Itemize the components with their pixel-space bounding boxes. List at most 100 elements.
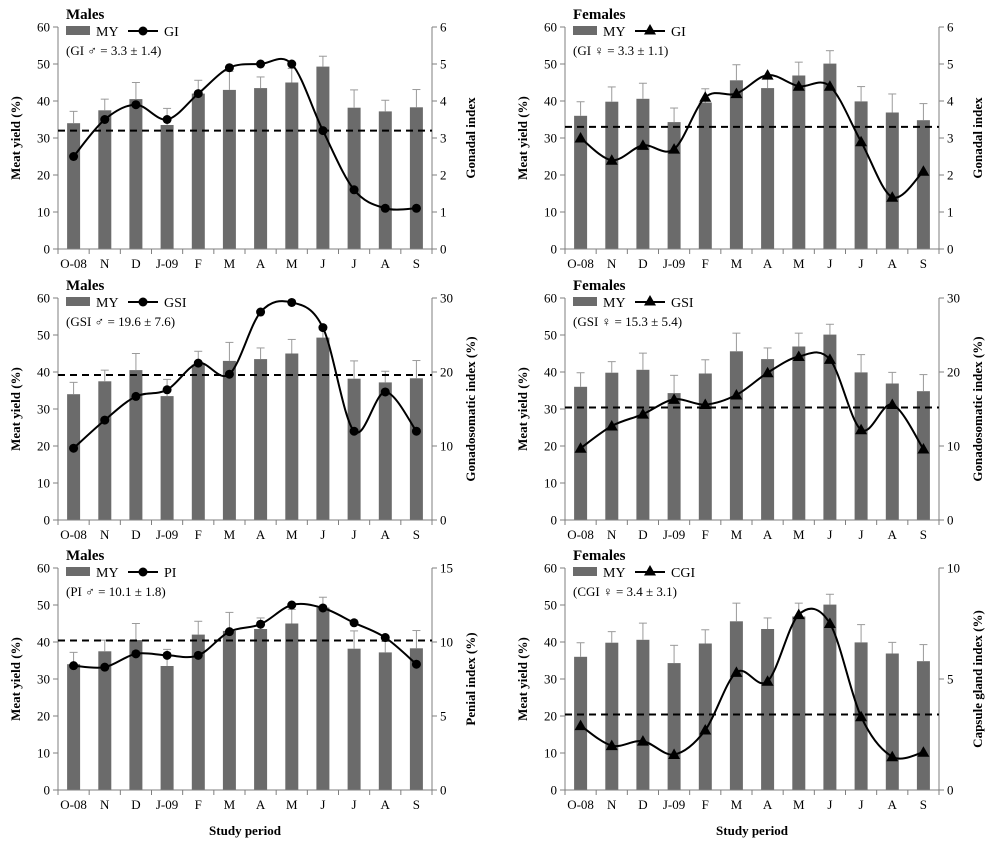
mean-annotation: (GI ♀ = 3.3 ± 1.1) xyxy=(573,43,668,58)
y-tick-label: 0 xyxy=(551,513,558,528)
y-tick-label: 50 xyxy=(544,57,557,72)
series-line-gi xyxy=(72,57,417,211)
x-tick-label: O-08 xyxy=(60,797,87,812)
legend-label-my: MY xyxy=(96,25,119,40)
bar xyxy=(222,89,236,250)
x-tick-label: S xyxy=(920,527,927,542)
data-point xyxy=(917,746,930,757)
bar xyxy=(667,393,681,520)
data-point xyxy=(792,350,805,361)
y2-tick-label: 10 xyxy=(947,561,960,576)
legend-label-index: CGI xyxy=(671,566,695,581)
bar xyxy=(792,75,806,249)
bar xyxy=(667,663,681,790)
data-point xyxy=(193,358,203,368)
x-tick-label: J xyxy=(859,797,864,812)
y-tick-label: 30 xyxy=(37,131,50,146)
series-line-gsi xyxy=(580,351,925,450)
data-point xyxy=(224,369,234,379)
y-tick-label: 30 xyxy=(37,672,50,687)
bar xyxy=(409,107,423,249)
x-tick-label: J xyxy=(859,527,864,542)
legend-label-my: MY xyxy=(96,566,119,581)
y2-tick-label: 0 xyxy=(947,242,954,257)
data-point xyxy=(287,59,297,69)
data-point xyxy=(349,426,359,436)
x-tick-label: M xyxy=(224,527,236,542)
y-tick-label: 10 xyxy=(37,205,50,220)
data-point xyxy=(318,323,328,333)
x-tick-label: M xyxy=(224,797,236,812)
panel-title: Females xyxy=(573,548,626,564)
legend-label-index: GI xyxy=(164,25,179,40)
y-tick-label: 40 xyxy=(544,635,557,650)
bar xyxy=(129,370,143,520)
x-tick-label: N xyxy=(607,256,617,271)
data-point xyxy=(69,661,79,671)
data-point xyxy=(131,391,141,401)
panel-title: Males xyxy=(66,7,104,23)
y-tick-label: 50 xyxy=(544,598,557,613)
legend-marker xyxy=(138,297,148,307)
y2-tick-label: 30 xyxy=(440,291,453,306)
data-point xyxy=(131,100,141,110)
y-axis-title: Meat yield (%) xyxy=(515,637,530,721)
data-point xyxy=(162,650,172,660)
bar xyxy=(347,648,361,790)
x-tick-label: F xyxy=(702,527,709,542)
y-tick-label: 30 xyxy=(37,402,50,417)
legend-swatch-my xyxy=(66,567,90,576)
bar xyxy=(254,629,268,790)
y-tick-label: 60 xyxy=(544,291,557,306)
y-tick-label: 10 xyxy=(544,476,557,491)
bar xyxy=(916,120,930,249)
bar xyxy=(98,651,112,791)
y-tick-label: 20 xyxy=(544,439,557,454)
series-line-cgi xyxy=(580,607,924,760)
y2-tick-label: 5 xyxy=(947,57,954,72)
bar xyxy=(67,394,81,520)
bar xyxy=(67,664,81,790)
data-point xyxy=(855,710,868,722)
legend-label-index: PI xyxy=(164,566,177,581)
x-tick-label: S xyxy=(413,256,420,271)
x-tick-label: J-09 xyxy=(663,527,685,542)
bar xyxy=(347,107,361,249)
data-point xyxy=(100,662,110,672)
x-tick-label: A xyxy=(763,527,773,542)
panel-title: Females xyxy=(573,7,626,23)
x-tick-label: D xyxy=(638,797,647,812)
legend-label-index: GI xyxy=(671,25,686,40)
panel-males-gsi: 0 10 20 30 40 50 60 0 10 20 30 O-08 N D J-09 F M A M J J A S Me… xyxy=(8,278,478,542)
y-tick-label: 20 xyxy=(37,709,50,724)
x-tick-label: F xyxy=(195,797,202,812)
x-tick-label: S xyxy=(413,527,420,542)
x-tick-label: F xyxy=(195,256,202,271)
panel-title: Males xyxy=(66,548,104,564)
x-tick-label: D xyxy=(131,256,140,271)
y-tick-label: 10 xyxy=(37,746,50,761)
bar xyxy=(222,630,236,790)
data-point xyxy=(730,388,743,400)
data-point xyxy=(668,748,681,759)
bar xyxy=(885,653,899,790)
bar xyxy=(129,640,143,790)
data-point xyxy=(256,307,266,317)
bar xyxy=(761,359,775,520)
data-point xyxy=(131,649,141,659)
y-tick-label: 20 xyxy=(37,439,50,454)
x-tick-label: J-09 xyxy=(663,256,685,271)
data-point xyxy=(224,627,234,637)
x-tick-label: J-09 xyxy=(663,797,685,812)
bar xyxy=(316,337,330,520)
y-tick-label: 40 xyxy=(544,365,557,380)
x-tick-label: F xyxy=(195,527,202,542)
y-tick-label: 50 xyxy=(37,57,50,72)
data-point xyxy=(668,393,681,404)
x-axis-title: Study period xyxy=(209,823,282,838)
x-tick-label: J-09 xyxy=(156,797,178,812)
data-point xyxy=(917,165,930,176)
x-tick-label: J xyxy=(320,256,325,271)
y-axis-title: Meat yield (%) xyxy=(8,637,23,721)
y2-tick-label: 1 xyxy=(440,205,447,220)
